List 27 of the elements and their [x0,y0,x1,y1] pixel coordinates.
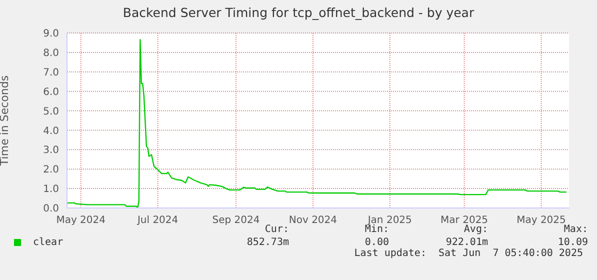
text: Last update: Sat Jun 7 05:40:00 2025 [354,248,583,259]
text: 852.73m [246,237,289,248]
y-tick-label: 2.0 [43,164,59,176]
y-tick-label: 3.0 [43,145,59,156]
text: 0.00 [364,237,389,248]
text: Max: [564,224,588,235]
y-tick-label: 6.0 [43,86,59,98]
x-tick-label: Jan 2025 [366,215,412,226]
y-tick-label: 8.0 [43,48,59,59]
text: Min: [364,224,389,235]
y-tick-label: 9.0 [43,28,59,40]
y-axis-title: Time in Seconds [0,75,11,167]
y-tick-label: 1.0 [43,184,59,196]
x-tick-label: May 2024 [56,215,106,226]
x-tick-label: Sep 2024 [212,215,260,226]
text: Cur: [264,224,289,235]
x-tick-label: Nov 2024 [288,215,338,226]
x-tick-label: Jul 2024 [136,215,178,226]
chart-title: Backend Server Timing for tcp_offnet_backend - by year [122,5,476,20]
text: 922.01m [446,237,488,248]
y-tick-label: 5.0 [43,106,59,118]
text: Avg: [464,224,488,235]
legend-label: clear [32,237,64,248]
y-tick-label: 7.0 [43,67,59,78]
y-tick-label: 4.0 [43,126,59,137]
text: 10.09 [558,237,588,248]
y-tick-label: 0.0 [43,204,59,215]
